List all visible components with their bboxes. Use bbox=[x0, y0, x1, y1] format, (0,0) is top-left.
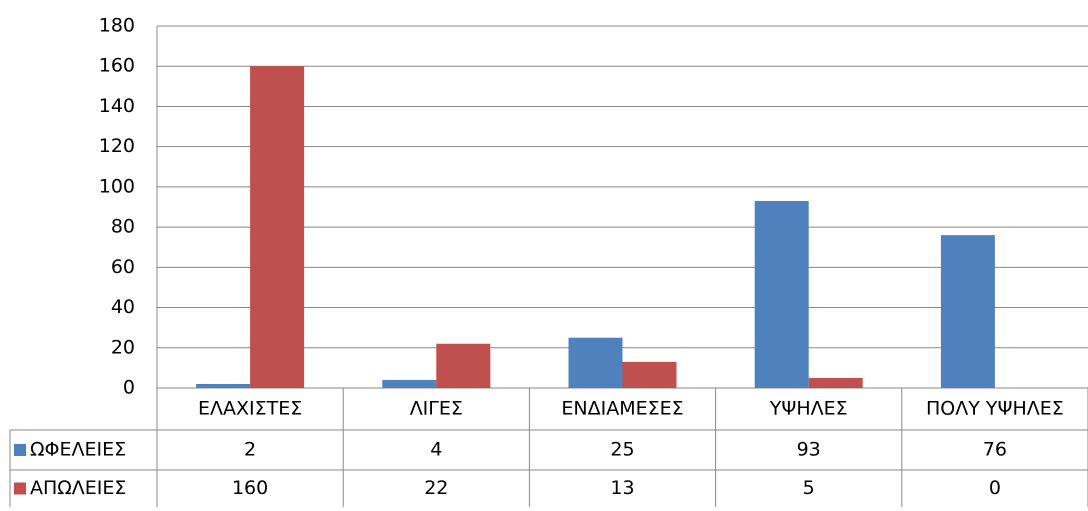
y-tick-label: 180 bbox=[99, 15, 135, 37]
bar bbox=[622, 361, 677, 388]
bar bbox=[568, 337, 623, 388]
y-tick-label: 0 bbox=[123, 377, 135, 399]
x-tick-label: ΕΛΑΧΙΣΤΕΣ bbox=[198, 398, 302, 420]
bar bbox=[436, 343, 491, 388]
bar bbox=[940, 235, 995, 388]
table-value: 76 bbox=[983, 439, 1007, 461]
table-value: 160 bbox=[232, 477, 268, 499]
y-tick-label: 120 bbox=[99, 135, 135, 157]
legend-key bbox=[14, 482, 26, 495]
table-value: 25 bbox=[610, 439, 634, 461]
legend-key bbox=[14, 444, 26, 456]
x-tick-label: ΕΝΔΙΑΜΕΣΕΣ bbox=[561, 398, 683, 420]
table-value: 4 bbox=[430, 439, 442, 461]
y-tick-label: 40 bbox=[111, 296, 135, 318]
y-tick-label: 160 bbox=[99, 55, 135, 77]
y-tick-label: 20 bbox=[111, 336, 135, 358]
x-tick-label: ΠΟΛΥ ΥΨΗΛΕΣ bbox=[926, 398, 1064, 420]
table-value: 13 bbox=[610, 477, 634, 499]
y-tick-label: 60 bbox=[111, 256, 135, 278]
table-value: 2 bbox=[244, 439, 256, 461]
x-tick-label: ΛΙΓΕΣ bbox=[410, 398, 463, 420]
table-value: 93 bbox=[797, 439, 821, 461]
bar bbox=[196, 383, 251, 388]
bar bbox=[754, 200, 809, 388]
bar bbox=[250, 66, 305, 388]
y-tick-label: 80 bbox=[111, 216, 135, 238]
table-value: 5 bbox=[803, 477, 815, 499]
bar bbox=[382, 379, 437, 388]
table-value: 0 bbox=[989, 477, 1001, 499]
legend-label: ΩΦΕΛΕΙΕΣ bbox=[30, 439, 126, 461]
legend-label: ΑΠΩΛΕΙΕΣ bbox=[30, 477, 126, 499]
table-value: 22 bbox=[424, 477, 448, 499]
y-tick-label: 100 bbox=[99, 175, 135, 197]
y-tick-label: 140 bbox=[99, 95, 135, 117]
x-tick-label: ΥΨΗΛΕΣ bbox=[769, 398, 848, 420]
bar bbox=[808, 377, 863, 388]
